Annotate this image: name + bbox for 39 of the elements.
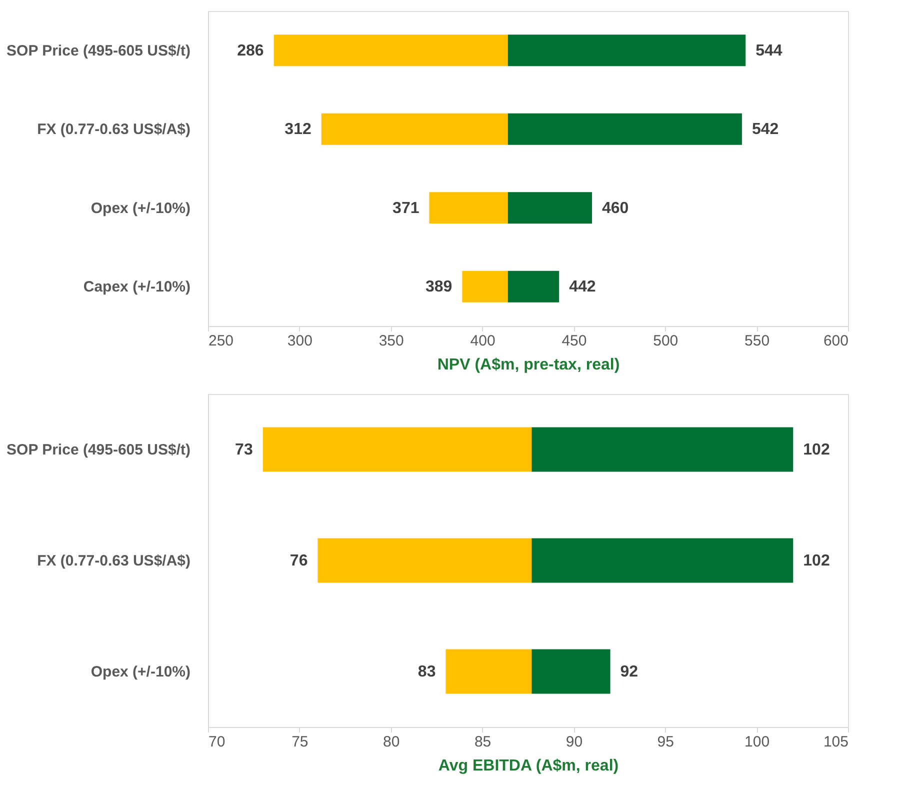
x-tick-label: 400 <box>470 332 496 350</box>
y-tick-label: Capex (+/-10%) <box>83 278 191 296</box>
x-axis-title: NPV (A$m, pre-tax, real) <box>437 356 620 374</box>
data-label: 460 <box>602 200 629 217</box>
x-tick-label: 500 <box>653 332 678 350</box>
data-label: 102 <box>803 552 830 570</box>
x-tick-label: 75 <box>292 734 308 750</box>
x-tick-label: 90 <box>566 734 583 750</box>
data-label: 102 <box>803 442 830 458</box>
x-tick-label: 550 <box>744 332 770 350</box>
data-label: 73 <box>235 442 253 458</box>
x-tick-label: 100 <box>744 734 770 750</box>
data-label: 542 <box>752 121 779 138</box>
x-axis-title: Avg EBITDA (A$m, real) <box>438 758 619 774</box>
x-tick-label: 300 <box>287 332 312 350</box>
x-tick-label: 85 <box>474 734 492 750</box>
y-tick-label: Opex (+/-10%) <box>90 664 190 680</box>
y-tick-label: FX (0.77-0.63 US$/A$) <box>37 552 190 570</box>
y-tick-label: FX (0.77-0.63 US$/A$) <box>37 121 190 138</box>
y-tick-label: SOP Price (495-605 US$/t) <box>6 442 191 458</box>
x-tick-label: 450 <box>562 332 587 350</box>
x-tick-label: 105 <box>823 734 848 750</box>
data-label: 76 <box>290 552 308 570</box>
x-tick-label: 250 <box>208 332 234 350</box>
data-label: 371 <box>392 200 420 217</box>
data-label: 544 <box>756 42 782 60</box>
x-tick-label: 95 <box>657 734 674 750</box>
data-label: 286 <box>237 42 264 60</box>
data-label: 312 <box>284 121 312 138</box>
data-label: 389 <box>425 278 452 296</box>
x-tick-label: 600 <box>823 332 848 350</box>
data-label: 442 <box>569 278 596 296</box>
data-label: 92 <box>620 664 638 680</box>
x-tick-label: 70 <box>208 734 226 750</box>
y-tick-label: Opex (+/-10%) <box>90 200 190 217</box>
x-tick-label: 350 <box>378 332 404 350</box>
x-tick-label: 80 <box>383 734 400 750</box>
data-label: 83 <box>418 664 436 680</box>
y-tick-label: SOP Price (495-605 US$/t) <box>6 42 191 60</box>
